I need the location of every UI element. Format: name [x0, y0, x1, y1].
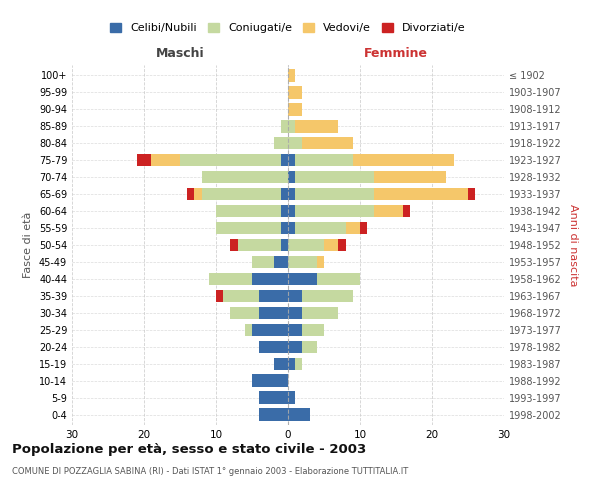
Bar — [374, 170, 446, 183]
Bar — [209, 272, 252, 285]
Bar — [302, 306, 338, 320]
Bar — [338, 238, 346, 252]
Bar — [151, 154, 180, 166]
Text: Femmine: Femmine — [364, 47, 428, 60]
Bar — [194, 188, 202, 200]
Bar — [288, 290, 302, 302]
Bar — [295, 120, 338, 132]
Bar — [281, 204, 288, 218]
Bar — [295, 222, 346, 234]
Bar — [288, 272, 317, 285]
Text: Maschi: Maschi — [155, 47, 205, 60]
Bar — [180, 154, 281, 166]
Bar — [403, 204, 410, 218]
Bar — [252, 256, 274, 268]
Bar — [281, 222, 288, 234]
Bar — [288, 306, 302, 320]
Bar — [288, 340, 302, 353]
Text: COMUNE DI POZZAGLIA SABINA (RI) - Dati ISTAT 1° gennaio 2003 - Elaborazione TUTT: COMUNE DI POZZAGLIA SABINA (RI) - Dati I… — [12, 468, 408, 476]
Bar — [288, 324, 302, 336]
Bar — [252, 272, 288, 285]
Bar — [281, 188, 288, 200]
Bar — [259, 340, 288, 353]
Bar — [230, 238, 238, 252]
Bar — [245, 324, 252, 336]
Bar — [302, 290, 353, 302]
Bar — [295, 358, 302, 370]
Bar — [288, 154, 295, 166]
Bar — [216, 290, 223, 302]
Bar — [288, 256, 317, 268]
Bar — [274, 358, 288, 370]
Legend: Celibi/Nubili, Coniugati/e, Vedovi/e, Divorziati/e: Celibi/Nubili, Coniugati/e, Vedovi/e, Di… — [106, 18, 470, 38]
Bar — [281, 238, 288, 252]
Bar — [295, 170, 374, 183]
Bar — [202, 170, 288, 183]
Y-axis label: Anni di nascita: Anni di nascita — [568, 204, 578, 286]
Bar — [360, 222, 367, 234]
Bar — [374, 204, 403, 218]
Bar — [259, 290, 288, 302]
Bar — [374, 188, 468, 200]
Bar — [216, 204, 281, 218]
Bar — [302, 324, 324, 336]
Bar — [238, 238, 281, 252]
Bar — [295, 188, 374, 200]
Bar — [295, 154, 353, 166]
Bar — [274, 136, 288, 149]
Bar — [288, 170, 295, 183]
Bar — [317, 272, 360, 285]
Bar — [288, 238, 324, 252]
Bar — [302, 136, 353, 149]
Bar — [259, 392, 288, 404]
Bar — [302, 340, 317, 353]
Bar — [288, 103, 302, 116]
Bar — [216, 222, 281, 234]
Bar — [223, 290, 259, 302]
Bar — [230, 306, 259, 320]
Bar — [288, 188, 295, 200]
Bar — [259, 306, 288, 320]
Bar — [259, 408, 288, 421]
Bar — [187, 188, 194, 200]
Bar — [295, 204, 374, 218]
Bar — [281, 154, 288, 166]
Bar — [252, 324, 288, 336]
Bar — [137, 154, 151, 166]
Bar — [288, 120, 295, 132]
Bar — [468, 188, 475, 200]
Bar — [281, 120, 288, 132]
Bar — [288, 392, 295, 404]
Bar — [346, 222, 360, 234]
Bar — [317, 256, 324, 268]
Bar — [288, 222, 295, 234]
Bar — [288, 69, 295, 82]
Bar — [324, 238, 338, 252]
Bar — [353, 154, 454, 166]
Bar — [288, 358, 295, 370]
Text: Popolazione per età, sesso e stato civile - 2003: Popolazione per età, sesso e stato civil… — [12, 442, 366, 456]
Bar — [274, 256, 288, 268]
Bar — [288, 86, 302, 99]
Bar — [288, 136, 302, 149]
Bar — [288, 204, 295, 218]
Bar — [288, 408, 310, 421]
Bar — [202, 188, 281, 200]
Bar — [252, 374, 288, 387]
Y-axis label: Fasce di età: Fasce di età — [23, 212, 33, 278]
